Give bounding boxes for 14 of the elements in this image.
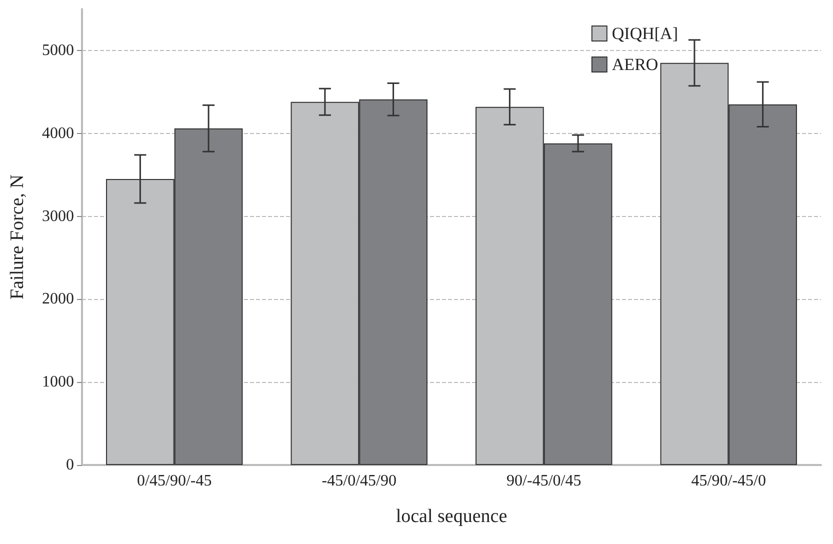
y-tick-label: 5000: [42, 42, 74, 59]
y-tick-label: 4000: [42, 124, 74, 142]
legend-label: QIQH[A]: [612, 24, 678, 43]
y-tick-label: 2000: [42, 290, 74, 308]
y-tick-label: 1000: [42, 374, 74, 391]
x-tick-label: 45/90/-45/0: [691, 472, 766, 490]
y-tick-label: 0: [66, 456, 74, 474]
y-tick-label: 3000: [42, 208, 74, 225]
x-tick-label: 0/45/90/-45: [137, 472, 212, 490]
x-axis-title: local sequence: [396, 506, 508, 527]
x-tick-label: -45/0/45/90: [322, 472, 396, 490]
x-tick-label: 90/-45/0/45: [506, 472, 582, 490]
y-axis-title: Failure Force, N: [7, 174, 28, 300]
legend-label: AERO: [612, 55, 658, 74]
